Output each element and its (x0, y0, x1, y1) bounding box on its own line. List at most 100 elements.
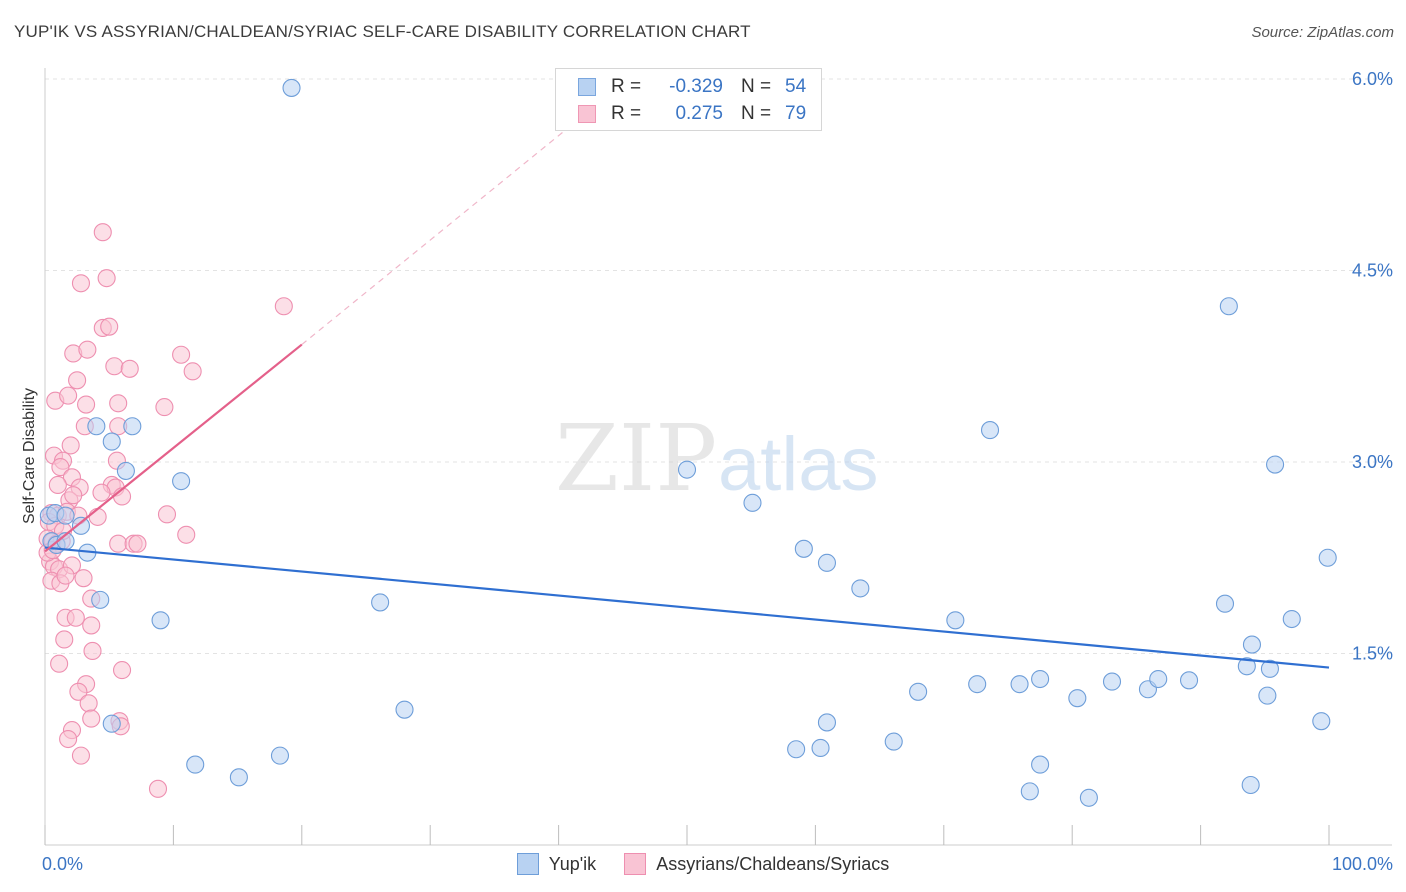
legend-swatch-assyrian (578, 105, 596, 123)
yupik-point (282, 78, 301, 97)
assyrian-point (155, 398, 174, 417)
series-swatch-yupik (516, 853, 539, 875)
y-axis-label: Self-Care Disability (21, 388, 38, 524)
assyrian-point (120, 359, 139, 378)
y-tick-label: 6.0% (1352, 69, 1393, 89)
assyrian-point (109, 534, 128, 553)
yupik-point (1312, 712, 1331, 731)
trend-lines (44, 114, 1330, 669)
legend-row-assyrian: R = 0.275 N = 79 (578, 102, 806, 126)
yupik-point (1318, 548, 1337, 567)
yupik-point (811, 738, 830, 758)
chart-source: Source: ZipAtlas.com (1251, 24, 1394, 41)
assyrian-point (59, 729, 78, 749)
assyrian-point (93, 223, 112, 242)
chart-title: YUP'IK VS ASSYRIAN/CHALDEAN/SYRIAC SELF-… (14, 22, 751, 41)
series-label-assyrian: Assyrians/Chaldeans/Syriacs (656, 853, 890, 874)
yupik-point (743, 493, 762, 512)
legend-row-yupik: R = -0.329 N = 54 (578, 75, 806, 99)
assyrian-point (66, 608, 85, 627)
assyrian-point (55, 630, 74, 649)
assyrian-point (177, 525, 196, 544)
assyrian-point (92, 483, 111, 502)
assyrian-point (183, 362, 202, 381)
yupik-point (56, 506, 75, 525)
assyrian-point (172, 345, 191, 364)
yupik-point (1237, 657, 1256, 676)
assyrian-point (50, 654, 69, 673)
assyrian-point (69, 682, 88, 701)
assyrian-trend-extension (301, 114, 585, 346)
assyrian-point (83, 641, 102, 660)
series-legend: Yup'ik Assyrians/Chaldeans/Syriacs (0, 851, 1406, 877)
yupik-point (851, 579, 870, 598)
yupik-point (1010, 675, 1029, 694)
yupik-point (909, 682, 928, 701)
yupik-point (884, 732, 903, 751)
assyrian-point (78, 340, 97, 359)
yupik-point (102, 432, 121, 451)
yupik-point (946, 611, 965, 630)
yupik-point (1241, 775, 1260, 795)
watermark-zip: ZIP (555, 405, 717, 512)
x-tick-label: 100.0% (1332, 854, 1393, 874)
assyrian-point (48, 475, 67, 495)
yupik-point (817, 553, 837, 572)
assyrian-point (77, 395, 96, 414)
legend-r-value: -0.329 (669, 76, 723, 97)
assyrian-point (100, 317, 119, 336)
assyrian-point (128, 534, 147, 553)
yupik-point (1266, 455, 1285, 474)
legend-n-value: 79 (785, 103, 807, 124)
yupik-point (1215, 594, 1235, 613)
legend-n-label: N = (741, 103, 772, 124)
yupik-point (123, 417, 142, 436)
x-tick-label: 0.0% (42, 854, 83, 874)
assyrian-point (82, 709, 101, 728)
assyrian-point (51, 458, 70, 477)
y-tick-label: 4.5% (1352, 261, 1393, 281)
yupik-point (102, 714, 121, 733)
yupik-point (1031, 669, 1050, 689)
series-legend-yupik: Yup'ik (516, 853, 597, 875)
yupik-point (1068, 689, 1087, 708)
assyrian-points (38, 223, 293, 798)
yupik-point (395, 700, 414, 719)
series-label-yupik: Yup'ik (548, 853, 597, 874)
y-tick-label: 3.0% (1352, 452, 1393, 472)
assyrian-trend-line (44, 343, 303, 553)
yupik-point (1079, 788, 1098, 807)
yupik-point (1260, 659, 1279, 678)
yupik-point (980, 421, 1000, 440)
yupik-point (817, 713, 837, 732)
assyrian-point (157, 505, 177, 524)
legend-r-label: R = (611, 103, 642, 124)
yupik-point (1219, 297, 1238, 316)
assyrian-point (274, 297, 293, 316)
assyrian-point (61, 436, 80, 455)
yupik-point (151, 611, 170, 630)
yupik-point (1020, 782, 1039, 801)
yupik-point (1102, 672, 1122, 691)
assyrian-point (64, 486, 83, 505)
yupik-point (371, 593, 390, 612)
legend-swatch-yupik (578, 78, 596, 96)
yupik-point (87, 417, 106, 436)
yupik-points (39, 78, 1337, 807)
yupik-point (1179, 671, 1199, 690)
assyrian-point (105, 357, 124, 376)
assyrian-point (112, 661, 132, 680)
yupik-point (229, 768, 248, 787)
assyrian-point (71, 746, 91, 765)
yupik-point (172, 472, 191, 491)
yupik-trend-line (44, 546, 1330, 669)
yupik-point (1242, 635, 1262, 654)
legend-n-label: N = (741, 76, 772, 97)
assyrian-point (88, 507, 107, 526)
assyrian-point (56, 566, 75, 585)
yupik-point (1282, 609, 1301, 629)
legend-r-label: R = (611, 76, 642, 97)
yupik-point (186, 755, 205, 774)
yupik-point (91, 590, 110, 609)
